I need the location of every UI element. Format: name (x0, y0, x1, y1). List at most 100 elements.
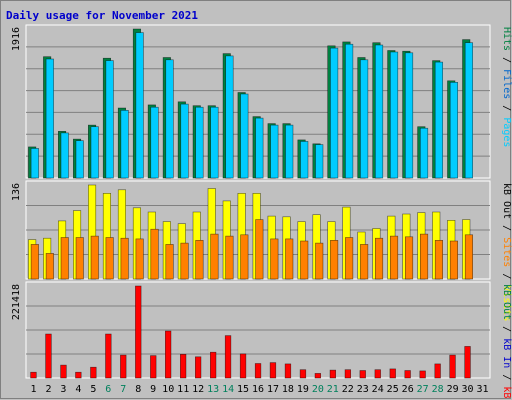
x-tick-day-27: 27 (417, 384, 429, 395)
bar-kb-f-day-15 (239, 353, 247, 379)
bar-pages-day-24 (374, 44, 384, 179)
bar-pages-day-19 (300, 141, 309, 179)
x-tick-day-23: 23 (357, 384, 369, 395)
panel-legend: kB Out / kB In / kB F (501, 284, 512, 400)
bar-sites-day-30 (464, 234, 474, 280)
x-tick-day-30: 30 (461, 384, 473, 395)
bar-sites-day-23 (360, 244, 369, 280)
bar-pages-day-30 (464, 42, 474, 179)
chart-title: Daily usage for November 2021 (6, 9, 198, 22)
bar-kb-f-day-18 (284, 363, 292, 379)
bar-sites-day-16 (255, 219, 264, 280)
bar-pages-day-18 (285, 124, 294, 179)
x-tick-day-21: 21 (327, 384, 339, 395)
bar-kb-f-day-6 (105, 333, 112, 379)
x-tick-day-2: 2 (45, 384, 51, 395)
legend-entry: / (501, 368, 512, 386)
bar-pages-day-21 (330, 47, 339, 179)
bar-sites-day-9 (150, 228, 159, 280)
bar-sites-day-22 (345, 237, 354, 280)
legend-entry: kB Out (501, 284, 512, 320)
bar-kb-f-day-12 (195, 356, 202, 379)
bar-sites-day-1 (30, 244, 39, 280)
bar-sites-day-26 (404, 236, 414, 280)
bar-kb-f-day-29 (449, 354, 456, 379)
bar-kb-f-day-11 (180, 353, 187, 379)
x-tick-day-25: 25 (387, 384, 399, 395)
bar-sites-day-19 (300, 240, 309, 280)
bar-pages-day-5 (90, 126, 99, 179)
bar-pages-day-15 (240, 93, 249, 179)
bar-pages-day-13 (210, 106, 219, 179)
bar-pages-day-4 (75, 140, 84, 179)
x-tick-day-1: 1 (30, 384, 36, 395)
series-pages (30, 32, 474, 179)
bar-pages-day-16 (255, 117, 264, 179)
bar-pages-day-14 (225, 55, 234, 179)
bar-sites-day-12 (195, 240, 204, 280)
bar-kb-f-day-28 (434, 363, 441, 379)
legend-entry: Pages (501, 117, 512, 147)
bar-sites-day-25 (389, 235, 399, 280)
bar-kb-f-day-19 (299, 369, 307, 379)
bar-sites-day-3 (60, 237, 69, 280)
legend-entry: kB F (501, 386, 512, 400)
bar-pages-day-29 (449, 82, 459, 179)
bar-sites-day-10 (165, 244, 174, 280)
bar-sites-day-4 (75, 237, 84, 280)
bar-sites-day-8 (135, 238, 144, 280)
bar-sites-day-24 (374, 237, 384, 280)
bar-sites-day-17 (270, 238, 279, 280)
panel-bottom: 221418 kB Out / kB In / kB F (11, 281, 512, 400)
legend-entry: Files (501, 69, 512, 99)
bar-pages-day-12 (195, 106, 204, 179)
bar-sites-day-5 (90, 235, 99, 280)
panel-legend: kB Out / Sites / Visits (501, 183, 512, 321)
bar-kb-f-day-2 (45, 333, 52, 379)
x-tick-day-26: 26 (402, 384, 414, 395)
x-tick-day-14: 14 (222, 384, 234, 395)
bar-kb-f-day-5 (90, 366, 97, 379)
bar-sites-day-27 (419, 233, 429, 280)
legend-entry: kB Out (501, 183, 512, 219)
bar-pages-day-11 (180, 103, 189, 179)
legend-entry: / (501, 51, 512, 69)
legend-entry: / (501, 267, 512, 285)
legend-entry: / (501, 99, 512, 117)
bar-kb-f-day-23 (359, 370, 366, 379)
x-tick-day-19: 19 (297, 384, 309, 395)
bar-sites-day-14 (225, 235, 234, 280)
x-tick-day-16: 16 (252, 384, 264, 395)
bar-pages-day-3 (60, 132, 69, 179)
bar-kb-f-day-4 (75, 371, 82, 379)
x-tick-day-7: 7 (120, 384, 126, 395)
panel-legend: Hits / Files / Pages (501, 27, 512, 147)
x-tick-day-5: 5 (90, 384, 96, 395)
bar-kb-f-day-14 (224, 335, 232, 379)
panel-middle: 136 kB Out / Sites / Visits (11, 180, 512, 321)
bar-kb-f-day-27 (419, 370, 426, 379)
bar-sites-day-15 (240, 234, 249, 280)
bar-pages-day-28 (434, 61, 444, 179)
x-tick-day-11: 11 (177, 384, 189, 395)
bar-kb-f-day-7 (120, 354, 127, 379)
bar-pages-day-9 (150, 106, 159, 179)
panel-max-label: 221418 (11, 284, 22, 320)
bar-sites-day-11 (180, 242, 189, 280)
bar-kb-f-day-22 (344, 369, 351, 379)
x-tick-day-17: 17 (267, 384, 279, 395)
bar-kb-f-day-10 (165, 330, 172, 379)
bar-kb-f-day-24 (374, 369, 381, 379)
x-tick-day-15: 15 (237, 384, 249, 395)
bar-kb-f-day-21 (329, 369, 336, 379)
bar-pages-day-17 (270, 124, 279, 179)
bar-kb-f-day-30 (464, 346, 471, 379)
legend-entry: Sites (501, 237, 512, 267)
bar-kb-f-day-26 (404, 370, 411, 379)
x-tick-day-9: 9 (150, 384, 156, 395)
legend-entry: kB In (501, 338, 512, 368)
bar-pages-day-25 (389, 51, 399, 179)
bar-sites-day-28 (434, 240, 444, 280)
